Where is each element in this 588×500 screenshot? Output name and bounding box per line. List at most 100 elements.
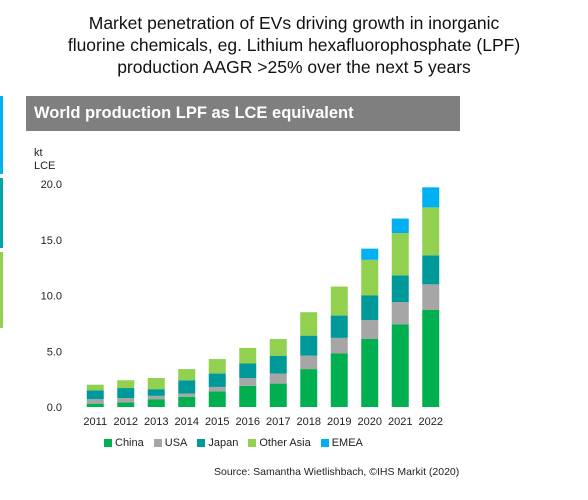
legend-item-other-asia: Other Asia [248, 437, 311, 449]
bar-segment-japan-2014 [178, 380, 196, 394]
chart-title: World production LPF as LCE equivalent [34, 104, 354, 122]
headline-line-3: production AAGR >25% over the next 5 yea… [117, 57, 471, 77]
bar-segment-emea-2021 [391, 218, 409, 234]
x-tick-label: 2022 [419, 416, 443, 428]
y-tick-label: 15.0 [41, 235, 62, 247]
bar-segment-usa-2020 [361, 320, 379, 339]
legend-swatch [248, 439, 257, 447]
bar-segment-china-2021 [391, 324, 409, 407]
bar-segment-japan-2012 [117, 388, 135, 399]
x-tick-label: 2017 [266, 416, 290, 428]
headline: Market penetration of EVs driving growth… [0, 12, 588, 78]
bar-segment-emea-2022 [422, 187, 440, 208]
x-axis-ticks: 2011 2012 2013 2014 2015 2016 2017 2018 2019 2020… [83, 416, 443, 428]
legend-label: Other Asia [259, 437, 311, 449]
x-tick-label: 2016 [236, 416, 260, 428]
legend-swatch [104, 439, 112, 447]
bar-segment-usa-2019 [330, 337, 348, 354]
chart-title-bar: World production LPF as LCE equivalent [26, 96, 460, 131]
bar-segment-emea-2020 [361, 248, 379, 260]
headline-line-1: Market penetration of EVs driving growth… [88, 13, 500, 33]
bar-segment-japan-2019 [330, 315, 348, 338]
bar-segment-china-2011 [86, 403, 104, 407]
y-tick-label: 10.0 [41, 291, 62, 303]
bar-segment-japan-2011 [86, 390, 104, 400]
left-accent-strip [0, 96, 4, 328]
bar-segment-usa-2016 [239, 378, 257, 386]
bar-segment-china-2022 [422, 309, 440, 407]
bar-segment-other-asia-2012 [117, 380, 135, 389]
bar-segment-other-asia-2015 [208, 359, 226, 374]
bar-segment-china-2012 [117, 402, 135, 407]
bars [86, 187, 440, 407]
x-tick-label: 2020 [358, 416, 382, 428]
bar-segment-japan-2018 [300, 335, 318, 356]
legend-item-japan: Japan [197, 437, 238, 449]
source-note: Source: Samantha Wietlishbach, ©IHS Mark… [214, 466, 460, 478]
bar-segment-japan-2017 [269, 355, 287, 374]
legend-label: Japan [208, 437, 239, 449]
y-axis-ticks: 0.0 5.0 10.0 15.0 20.0 [41, 179, 62, 414]
bar-segment-china-2018 [300, 369, 318, 407]
x-tick-label: 2015 [205, 416, 229, 428]
bar-segment-other-asia-2019 [330, 286, 348, 316]
x-tick-label: 2012 [114, 416, 138, 428]
bar-segment-usa-2013 [147, 395, 165, 400]
bar-segment-usa-2017 [269, 373, 287, 384]
bar-segment-other-asia-2016 [239, 347, 257, 364]
bar-segment-china-2014 [178, 396, 196, 407]
bar-segment-japan-2015 [208, 373, 226, 387]
headline-line-2: fluorine chemicals, eg. Lithium hexafluo… [67, 35, 521, 55]
bar-segment-japan-2022 [422, 255, 440, 285]
legend-item-china: China [104, 437, 144, 449]
bar-segment-usa-2022 [422, 284, 440, 310]
legend-label: USA [164, 437, 188, 449]
bar-segment-china-2017 [269, 383, 287, 407]
legend-item-emea: EMEA [320, 437, 363, 449]
bar-segment-usa-2021 [391, 302, 409, 325]
bar-segment-usa-2014 [178, 393, 196, 397]
legend-swatch [197, 439, 206, 447]
accent-teal [0, 178, 3, 248]
bar-segment-other-asia-2017 [269, 338, 287, 356]
bar-segment-other-asia-2022 [422, 207, 440, 256]
x-tick-label: 2013 [144, 416, 168, 428]
y-tick-label: 20.0 [41, 179, 62, 191]
x-tick-label: 2014 [175, 416, 199, 428]
bar-segment-china-2015 [208, 391, 226, 407]
bar-segment-china-2016 [239, 385, 257, 407]
x-tick-label: 2018 [297, 416, 321, 428]
bar-segment-usa-2018 [300, 355, 318, 370]
bar-segment-usa-2015 [208, 386, 226, 392]
bar-segment-japan-2013 [147, 389, 165, 396]
legend-label: EMEA [331, 437, 363, 449]
accent-green [0, 252, 3, 328]
bar-segment-other-asia-2014 [178, 369, 196, 381]
x-tick-label: 2019 [327, 416, 351, 428]
bar-segment-other-asia-2020 [361, 259, 379, 296]
y-axis-unit-kt: kt [34, 147, 43, 159]
bar-segment-usa-2012 [117, 398, 135, 403]
bar-segment-other-asia-2021 [391, 233, 409, 276]
bar-segment-china-2013 [147, 399, 165, 407]
y-tick-label: 0.0 [47, 402, 62, 414]
bar-segment-japan-2016 [239, 363, 257, 379]
bar-segment-china-2020 [361, 338, 379, 407]
bar-segment-other-asia-2013 [147, 378, 165, 390]
legend: China USA Japan Other Asia EMEA [104, 436, 373, 450]
bar-segment-japan-2021 [391, 275, 409, 303]
legend-item-usa: USA [153, 437, 188, 449]
bar-segment-usa-2011 [86, 399, 104, 404]
accent-blue [0, 96, 3, 174]
bar-segment-china-2019 [330, 353, 348, 407]
bar-segment-other-asia-2018 [300, 312, 318, 336]
bar-segment-other-asia-2011 [86, 384, 104, 391]
y-axis-unit-lce: LCE [34, 160, 55, 172]
x-tick-label: 2011 [83, 416, 107, 428]
legend-swatch [153, 439, 162, 447]
legend-swatch [320, 439, 329, 447]
x-tick-label: 2021 [388, 416, 412, 428]
bar-segment-japan-2020 [361, 295, 379, 321]
legend-label: China [115, 437, 144, 449]
